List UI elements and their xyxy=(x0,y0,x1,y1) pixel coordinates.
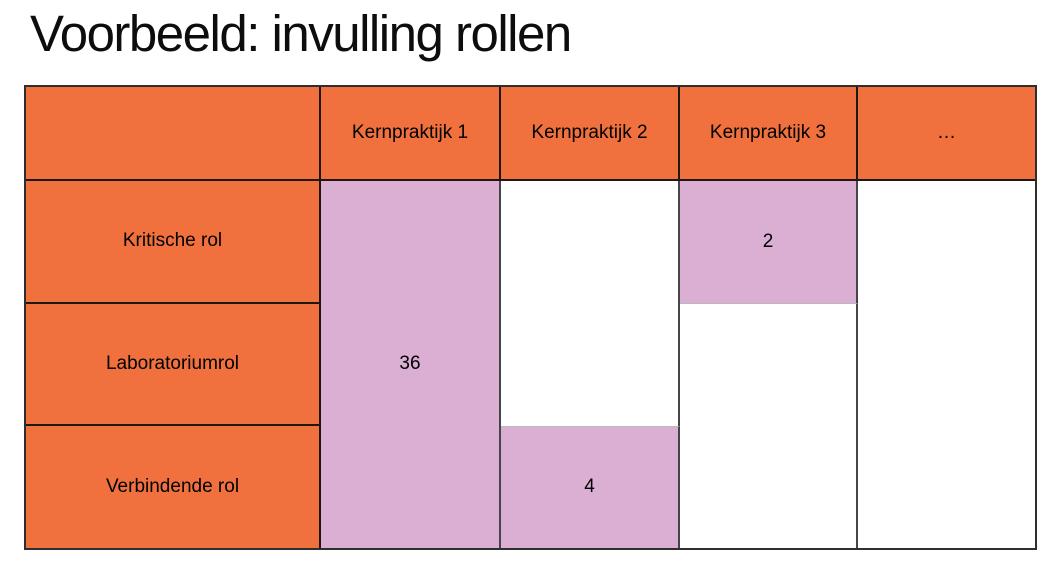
value-cell-kernpraktijk-2-verbindende-rol: 4 xyxy=(501,426,680,548)
header-cell-kernpraktijk-3: Kernpraktijk 3 xyxy=(680,87,858,181)
header-cell-kernpraktijk-2: Kernpraktijk 2 xyxy=(501,87,680,181)
row-label-verbindende-rol: Verbindende rol xyxy=(26,426,321,548)
empty-cell-kernpraktijk-2 xyxy=(501,181,680,426)
header-cell-empty xyxy=(26,87,321,181)
header-cell-ellipsis: … xyxy=(858,87,1035,181)
slide-title: Voorbeeld: invulling rollen xyxy=(30,5,572,62)
row-label-kritische-rol: Kritische rol xyxy=(26,181,321,304)
empty-cell-kernpraktijk-3 xyxy=(680,304,858,548)
empty-cell-ellipsis-column xyxy=(858,181,1035,548)
value-cell-kernpraktijk-1-all-rows: 36 xyxy=(321,181,501,548)
row-label-laboratoriumrol: Laboratoriumrol xyxy=(26,304,321,426)
value-cell-kernpraktijk-3-kritische-rol: 2 xyxy=(680,181,858,304)
roles-table: Kernpraktijk 1 Kernpraktijk 2 Kernprakti… xyxy=(24,85,1037,550)
header-cell-kernpraktijk-1: Kernpraktijk 1 xyxy=(321,87,501,181)
